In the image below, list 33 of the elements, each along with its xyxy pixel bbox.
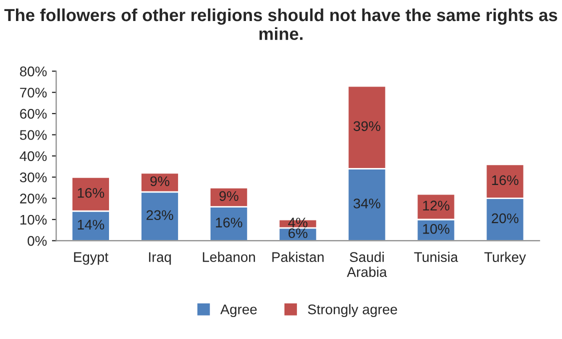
- chart-title: The followers of other religions should not have the same rights as mine.: [4, 8, 558, 40]
- y-tick-label: 50%: [20, 130, 47, 140]
- x-tick-label: Lebanon: [202, 252, 255, 262]
- data-label: 12%: [423, 200, 450, 210]
- data-label: 14%: [78, 220, 104, 230]
- x-tick-label: Saudi Arabia: [346, 252, 387, 277]
- x-tick-label: Turkey: [484, 252, 526, 265]
- y-tick-label: 80%: [20, 66, 47, 76]
- data-label: 9%: [150, 176, 170, 186]
- x-tick-label: Tunisia: [414, 252, 458, 262]
- x-tick-label: Egypt: [74, 252, 108, 265]
- y-tick-label: 20%: [20, 194, 47, 204]
- y-tick-label: 0%: [28, 236, 47, 246]
- legend-label: Agree: [220, 304, 257, 318]
- data-label: 4%: [288, 218, 308, 228]
- y-tick-label: 30%: [20, 172, 47, 182]
- data-label: 20%: [492, 213, 518, 224]
- data-label: 23%: [146, 210, 174, 220]
- legend-label: Strongly agree: [308, 304, 398, 318]
- y-tick-label: 60%: [20, 108, 47, 119]
- data-label: 10%: [423, 224, 450, 234]
- y-tick-label: 70%: [20, 88, 47, 98]
- data-label: 16%: [216, 218, 242, 228]
- data-label: 39%: [354, 121, 380, 132]
- x-tick-label: Iraq: [149, 252, 171, 265]
- y-tick-label: 40%: [20, 151, 47, 162]
- data-label: 34%: [354, 198, 380, 208]
- data-label: 9%: [219, 191, 238, 201]
- x-tick-label: Pakistan: [272, 252, 324, 262]
- data-label: 16%: [78, 188, 104, 198]
- y-tick-label: 10%: [20, 214, 47, 225]
- data-label: 16%: [492, 175, 518, 186]
- data-label: 6%: [288, 228, 308, 238]
